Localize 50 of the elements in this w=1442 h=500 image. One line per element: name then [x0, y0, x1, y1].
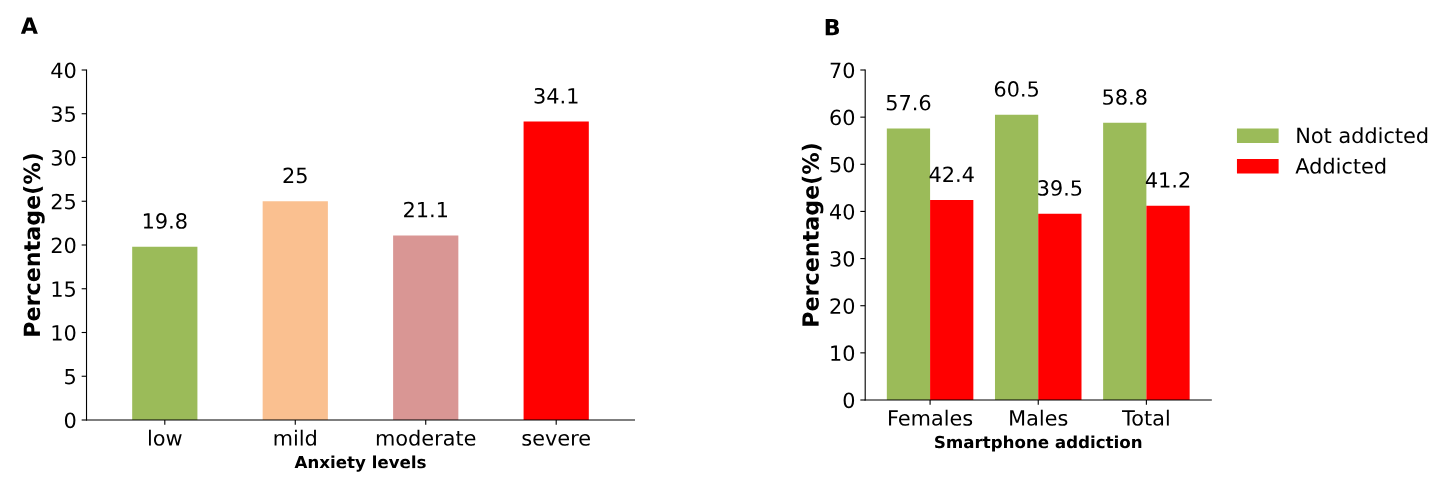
y-axis-title: Percentage(%)	[23, 154, 45, 336]
data-label: 34.1	[534, 87, 578, 104]
data-label: 25	[283, 167, 307, 184]
bar	[393, 235, 459, 420]
data-label: 19.8	[143, 213, 187, 229]
chart-title: A	[20, 17, 38, 34]
y-tick-label: 0	[843, 392, 855, 409]
x-axis-title: Anxiety levels	[294, 455, 426, 472]
y-tick-label: 0	[64, 412, 76, 429]
data-label: 58.8	[1103, 89, 1147, 105]
bar	[1038, 213, 1082, 400]
data-label: 21.1	[404, 201, 447, 218]
x-tick-label: Males	[1010, 409, 1068, 426]
y-tick-label: 70	[830, 62, 855, 79]
y-tick-label: 20	[51, 237, 76, 254]
bar	[886, 128, 931, 400]
x-axis-title: Smartphone addiction	[935, 435, 1142, 452]
data-label: 39.5	[1038, 180, 1082, 196]
x-tick-label: low	[148, 429, 182, 446]
bar	[994, 114, 1039, 400]
legend-label: Not addicted	[1297, 127, 1428, 144]
y-tick-label: 10	[52, 324, 76, 341]
bar	[262, 201, 328, 420]
x-tick-label: moderate	[376, 429, 476, 446]
x-tick-label: Females	[889, 409, 973, 426]
bar	[523, 121, 589, 420]
data-label: 57.6	[886, 94, 931, 111]
y-tick-label: 60	[830, 109, 855, 126]
y-tick-label: 40	[51, 62, 76, 79]
y-tick-label: 10	[831, 345, 855, 362]
data-label: 60.5	[994, 81, 1038, 97]
bar	[1146, 205, 1190, 400]
y-tick-label: 25	[51, 193, 75, 210]
y-axis-title: Percentage(%)	[801, 144, 824, 326]
bar	[132, 246, 198, 420]
chart-title: B	[825, 19, 840, 36]
y-tick-label: 40	[829, 203, 855, 220]
x-tick-label: Total	[1122, 409, 1169, 426]
y-tick-label: 50	[830, 156, 855, 173]
bar	[1103, 122, 1147, 400]
bar	[930, 200, 974, 400]
y-tick-label: 15	[52, 281, 75, 297]
x-tick-label: severe	[522, 433, 590, 446]
legend-label: Addicted	[1295, 157, 1386, 174]
y-tick-label: 30	[830, 251, 855, 267]
y-tick-label: 5	[65, 368, 75, 385]
x-tick-label: mild	[274, 429, 316, 446]
y-tick-label: 35	[51, 106, 75, 122]
y-tick-label: 30	[51, 149, 76, 166]
y-tick-label: 20	[830, 298, 855, 314]
